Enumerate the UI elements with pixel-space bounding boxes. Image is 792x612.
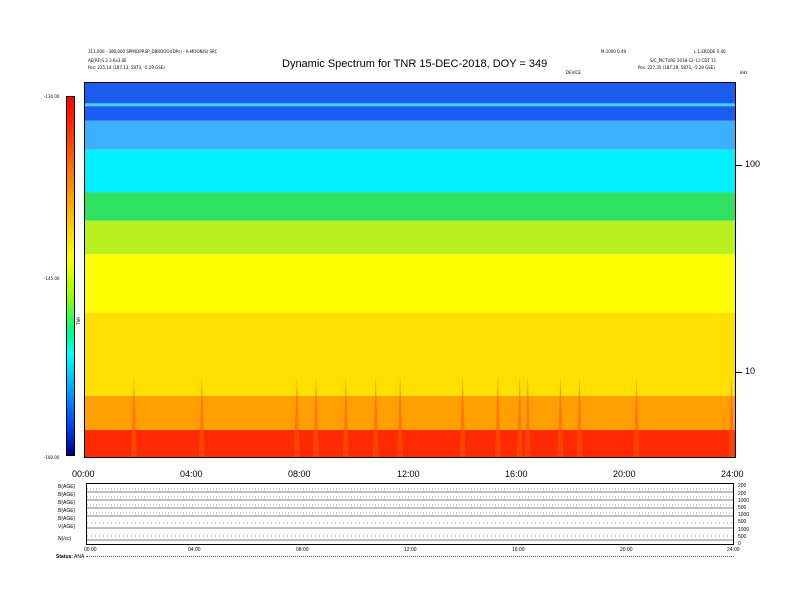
burst-2 — [293, 375, 300, 457]
panel-label-5: B(AGE) — [58, 516, 76, 522]
left-info-line-3: Pos: 225.14 (187.13, 5873, -5.29 GSE) — [88, 65, 165, 70]
colorbar-label-bottom: -160.00 — [44, 455, 60, 460]
burst-4 — [342, 375, 349, 457]
x-tick-label-0400: 04:00 — [180, 469, 203, 479]
panel-right-tick-3: 1000 — [738, 498, 750, 504]
spectrum-band-3 — [85, 192, 735, 221]
x-tick-label-0000: 00:00 — [72, 469, 95, 479]
y-tick-mark-100 — [736, 165, 742, 166]
y-tick-label-10: 10 — [745, 366, 756, 376]
burst-5 — [372, 375, 379, 457]
spectrogram-svg — [85, 83, 735, 457]
spectrogram-plot — [84, 82, 736, 458]
panel-label-6: V(AGE) — [58, 524, 76, 530]
panel-x-tick-1200: 12:00 — [404, 547, 417, 553]
panel-right-tick-7: 1000 — [738, 527, 750, 533]
panel-label-3: B(AGE) — [58, 500, 76, 506]
spectrum-band-7 — [85, 395, 735, 431]
burst-3 — [312, 375, 319, 457]
panel-label-7: N(/cc) — [58, 536, 72, 542]
panel-right-tick-5: 1000 — [738, 512, 750, 518]
colorbar-label-top: -130.00 — [44, 94, 60, 99]
x-tick-label-1200: 12:00 — [397, 469, 420, 479]
x-tick-label-2000: 20:00 — [613, 469, 636, 479]
colorbar — [66, 96, 75, 456]
spectrum-line — [85, 103, 735, 107]
spectrum-band-6 — [85, 312, 735, 396]
right-top-label-2: L.1.ERODE 0.40 — [694, 49, 726, 54]
panel-x-tick-2400: 24:00 — [727, 547, 740, 553]
panel-x-tick-1600: 16:00 — [512, 547, 525, 553]
right-corner-label: kHz — [740, 70, 748, 75]
panel-label-1: B(AGE) — [58, 484, 76, 490]
burst-12 — [576, 375, 583, 457]
right-top-label: M.1000 0.49 — [601, 49, 627, 54]
status-track — [86, 556, 734, 557]
burst-6 — [397, 375, 404, 457]
x-tick-label-2400: 24:00 — [721, 469, 744, 479]
center-small-label: DEVICE — [566, 70, 581, 75]
colorbar-label-mid: -145.00 — [44, 276, 60, 281]
lower-panels — [86, 483, 734, 545]
panel-right-tick-6: 500 — [738, 519, 747, 525]
spectrum-band-2 — [85, 149, 735, 193]
spectrum-band-4 — [85, 220, 735, 255]
panel-x-tick-2000: 20:00 — [620, 547, 633, 553]
panel-right-tick-4: 500 — [738, 505, 747, 511]
x-tick-label-0800: 08:00 — [288, 469, 311, 479]
burst-7 — [459, 375, 466, 457]
x-tick-label-1600: 16:00 — [505, 469, 528, 479]
burst-0 — [130, 375, 137, 457]
right-info-line-1: S/C_PICTURE 2018-12-11 CDT 11 — [650, 58, 717, 63]
lower-panels-svg — [87, 488, 733, 541]
y-tick-label-100: 100 — [745, 159, 761, 169]
spectrum-band-1 — [85, 120, 735, 150]
burst-1 — [198, 375, 205, 457]
burst-8 — [495, 375, 501, 457]
panel-label-4: B(AGE) — [58, 508, 76, 514]
burst-10 — [524, 375, 531, 457]
panel-x-tick-0400: 04:00 — [188, 547, 201, 553]
spectrum-band-0 — [85, 83, 735, 121]
burst-9 — [516, 375, 523, 457]
status-value: ANA — [74, 554, 85, 560]
panel-right-tick-1: 200 — [738, 483, 747, 489]
panel-label-2: B(AGE) — [58, 492, 76, 498]
panel-right-tick-2: 200 — [738, 491, 747, 497]
colorbar-axis-title: TNR — [76, 316, 81, 325]
left-info-line-2: AE(RF)S.3 3.6x3.0E — [88, 58, 127, 63]
right-info-line-2: Pos: 227.35 (187.29, 5873, -5.29 GSE) — [638, 65, 715, 70]
panel-right-tick-8: 500 — [738, 534, 747, 540]
burst-11 — [557, 375, 564, 457]
burst-14 — [728, 375, 735, 457]
panel-right-tick-9: 0 — [738, 541, 741, 547]
panel-x-tick-0800: 08:00 — [296, 547, 309, 553]
panel-x-tick-0000: 00:00 — [84, 547, 97, 553]
y-tick-mark-10 — [736, 372, 742, 373]
spectrum-band-8 — [85, 430, 735, 457]
status-label: Status: — [56, 554, 73, 560]
chart-title: Dynamic Spectrum for TNR 15-DEC-2018, DO… — [282, 58, 548, 70]
left-info-line-1: 311,000 - 380,000 SPM(DPRSP_DBROOO)(DPs)… — [88, 49, 218, 54]
spectrum-band-5 — [85, 254, 735, 313]
burst-13 — [633, 375, 640, 457]
